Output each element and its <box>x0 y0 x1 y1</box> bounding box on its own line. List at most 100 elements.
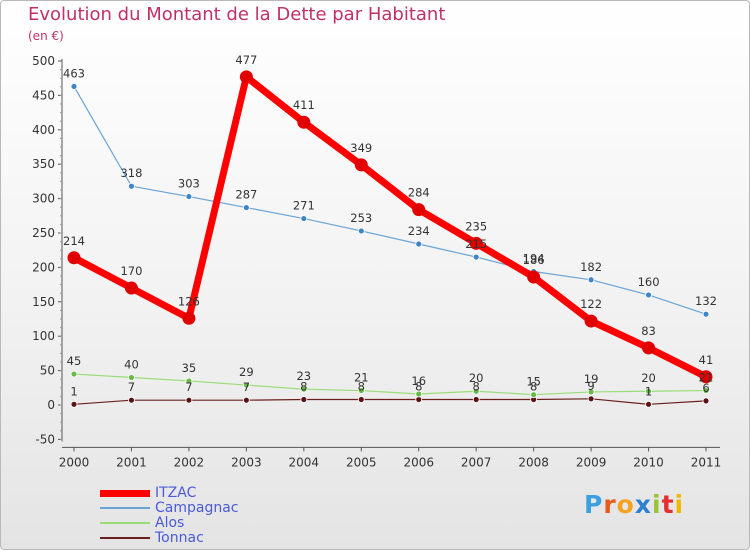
data-label: 16 <box>411 374 426 388</box>
data-point <box>587 276 595 284</box>
legend-swatch <box>100 522 150 524</box>
y-tick-label: 350 <box>32 157 55 171</box>
data-point <box>185 377 193 385</box>
logo-letter: r <box>603 490 617 519</box>
data-point <box>699 370 713 384</box>
x-tick-label: 2007 <box>461 455 492 469</box>
logo-letter: P <box>584 490 604 519</box>
x-tick-label: 2000 <box>59 455 90 469</box>
legend-label: ITZAC <box>155 485 197 501</box>
data-label: 411 <box>293 98 315 112</box>
data-label: 132 <box>695 294 717 308</box>
data-point <box>702 310 710 318</box>
data-label: 40 <box>124 357 139 371</box>
data-point <box>300 215 308 222</box>
data-point <box>415 240 423 248</box>
data-label: 83 <box>641 324 656 338</box>
y-tick-label: 300 <box>32 192 55 206</box>
data-point <box>472 387 480 395</box>
legend-swatch <box>100 537 150 539</box>
data-label: 477 <box>235 53 257 67</box>
data-point <box>645 400 652 408</box>
data-point <box>412 203 426 217</box>
x-tick-label: 2009 <box>576 455 607 469</box>
data-label: 15 <box>526 375 541 389</box>
data-point <box>469 236 483 250</box>
logo-letter: i <box>652 490 662 519</box>
data-label: 6 <box>702 381 709 395</box>
y-tick-label: 250 <box>32 226 55 240</box>
data-label: 9 <box>587 379 594 393</box>
x-tick-label: 2002 <box>174 455 205 469</box>
data-point <box>128 374 135 381</box>
data-point <box>297 115 311 129</box>
data-label: 8 <box>358 379 365 393</box>
data-label: 463 <box>63 66 85 80</box>
data-label: 194 <box>523 252 545 266</box>
data-point <box>300 385 308 393</box>
data-point <box>645 387 652 395</box>
data-label: 19 <box>584 372 599 386</box>
data-label: 41 <box>699 353 714 367</box>
data-point <box>472 396 480 403</box>
y-tick-label: 500 <box>32 54 55 68</box>
data-point <box>182 311 196 325</box>
data-label: 182 <box>580 260 602 274</box>
data-label: 20 <box>469 371 484 385</box>
data-point <box>124 281 138 295</box>
series-line-itzac <box>70 73 710 381</box>
data-label: 21 <box>354 371 369 385</box>
data-point <box>67 251 81 265</box>
data-label: 122 <box>580 297 602 311</box>
data-label: 234 <box>408 224 430 238</box>
y-tick-label: 50 <box>40 364 55 378</box>
y-tick-label: 400 <box>32 123 55 137</box>
chart-title: Evolution du Montant de la Dette par Hab… <box>28 4 446 25</box>
data-point <box>357 396 365 403</box>
data-label: 235 <box>465 219 487 233</box>
data-point <box>70 370 78 378</box>
legend-label: Tonnac <box>155 530 204 546</box>
data-label: 1 <box>645 384 652 398</box>
data-label: 215 <box>465 237 487 251</box>
data-label: 303 <box>178 177 200 191</box>
data-point <box>70 83 78 90</box>
data-label: 23 <box>296 369 311 383</box>
y-tick-label: -50 <box>35 432 55 446</box>
data-point <box>242 396 250 404</box>
data-label: 45 <box>67 354 82 368</box>
y-tick-label: 0 <box>47 398 55 412</box>
x-tick-label: 2008 <box>518 455 549 469</box>
data-point <box>70 400 78 408</box>
data-label: 7 <box>185 380 192 394</box>
data-point <box>645 291 652 299</box>
data-label: 8 <box>300 379 307 393</box>
data-label: 8 <box>415 379 422 393</box>
data-label: 8 <box>530 379 537 393</box>
legend-swatch <box>100 489 150 497</box>
data-label: 349 <box>350 141 372 155</box>
data-point <box>357 227 365 235</box>
data-point <box>128 396 135 404</box>
x-tick-label: 2011 <box>691 455 722 469</box>
legend-swatch <box>100 507 150 509</box>
data-point <box>128 182 135 190</box>
x-tick-label: 2003 <box>231 455 262 469</box>
logo-letter: x <box>634 490 652 519</box>
x-tick-label: 2010 <box>633 455 664 469</box>
data-label: 7 <box>243 380 250 394</box>
data-point <box>239 70 253 84</box>
data-label: 126 <box>178 294 200 308</box>
data-point <box>702 397 710 405</box>
legend-label: Campagnac <box>155 500 239 516</box>
data-point <box>415 390 423 398</box>
series-line-campagnac <box>73 85 707 315</box>
x-tick-label: 2006 <box>403 455 434 469</box>
data-label: 29 <box>239 365 254 379</box>
logo-letter: t <box>661 490 675 519</box>
data-label: 160 <box>638 275 660 289</box>
data-label: 284 <box>408 186 430 200</box>
chart-subtitle: (en €) <box>28 29 64 43</box>
